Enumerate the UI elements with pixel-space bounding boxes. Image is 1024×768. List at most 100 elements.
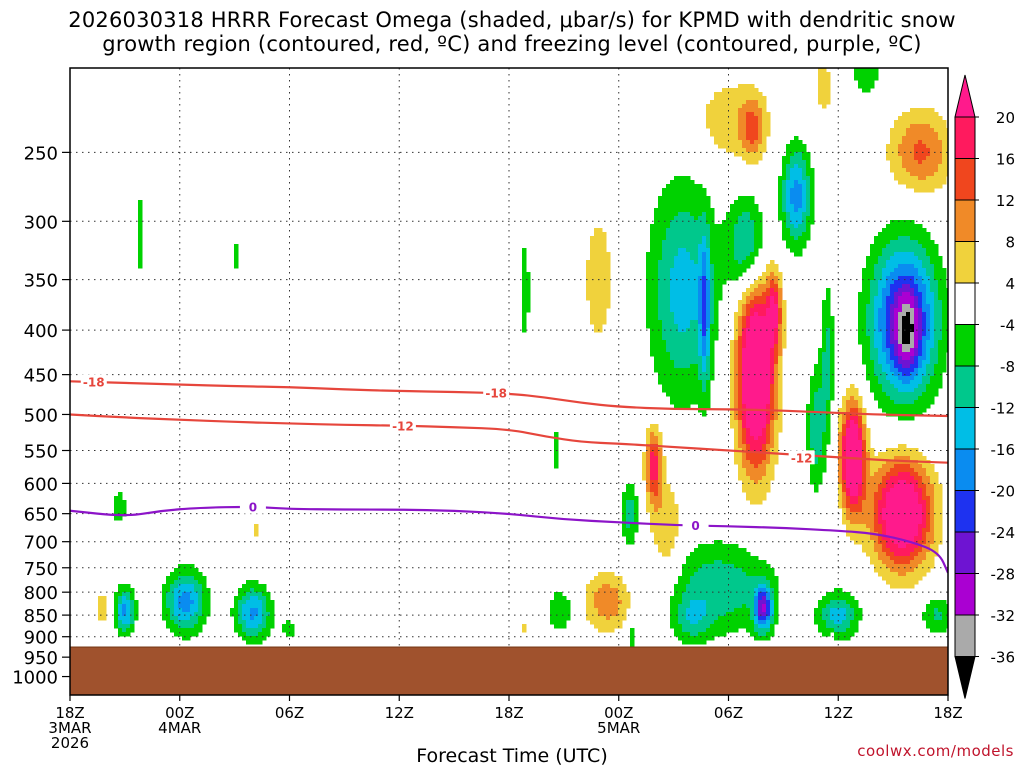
omega-cell	[594, 272, 599, 277]
omega-cell	[566, 616, 571, 621]
omega-cell	[878, 236, 883, 241]
omega-cell	[238, 608, 243, 613]
omega-cell	[674, 212, 679, 217]
omega-cell	[686, 604, 691, 609]
omega-cell	[750, 348, 755, 353]
omega-cell	[774, 336, 779, 341]
omega-cell	[682, 276, 687, 281]
omega-cell	[746, 416, 751, 421]
omega-cell	[786, 172, 791, 177]
omega-cell	[286, 620, 291, 625]
omega-cell	[858, 340, 863, 345]
omega-cell	[854, 436, 859, 441]
omega-cell	[782, 168, 787, 173]
omega-cell	[658, 504, 663, 509]
omega-cell	[194, 596, 199, 601]
omega-cell	[794, 192, 799, 197]
omega-cell	[802, 188, 807, 193]
omega-cell	[602, 312, 607, 317]
omega-cell	[686, 208, 691, 213]
omega-cell	[862, 532, 867, 537]
omega-cell	[734, 144, 739, 149]
omega-cell	[870, 508, 875, 513]
omega-cell	[730, 544, 735, 549]
omega-cell	[690, 252, 695, 257]
omega-cell	[730, 116, 735, 121]
omega-cell	[702, 204, 707, 209]
omega-cell	[610, 616, 615, 621]
omega-cell	[694, 292, 699, 297]
omega-cell	[754, 384, 759, 389]
omega-cell	[874, 464, 879, 469]
omega-cell	[674, 516, 679, 521]
omega-cell	[742, 316, 747, 321]
omega-cell	[850, 480, 855, 485]
omega-cell	[786, 152, 791, 157]
omega-cell	[834, 636, 839, 641]
omega-cell	[762, 372, 767, 377]
omega-cell	[774, 304, 779, 309]
omega-cell	[850, 468, 855, 473]
omega-cell	[858, 320, 863, 325]
omega-cell	[702, 400, 707, 405]
omega-cell	[606, 252, 611, 257]
omega-cell	[750, 460, 755, 465]
omega-cell	[258, 624, 263, 629]
omega-cell	[182, 616, 187, 621]
omega-cell	[778, 184, 783, 189]
omega-cell	[690, 560, 695, 565]
omega-cell	[874, 312, 879, 317]
omega-cell	[894, 368, 899, 373]
omega-cell	[186, 564, 191, 569]
omega-cell	[658, 380, 663, 385]
omega-cell	[522, 260, 527, 265]
omega-cell	[682, 196, 687, 201]
omega-cell	[170, 628, 175, 633]
omega-cell	[866, 428, 871, 433]
omega-cell	[690, 352, 695, 357]
omega-cell	[746, 96, 751, 101]
omega-cell	[802, 192, 807, 197]
omega-cell	[598, 584, 603, 589]
omega-cell	[778, 396, 783, 401]
omega-cell	[758, 276, 763, 281]
omega-cell	[854, 520, 859, 525]
omega-cell	[250, 600, 255, 605]
omega-cell	[670, 224, 675, 229]
omega-cell	[666, 188, 671, 193]
omega-cell	[850, 476, 855, 481]
omega-cell	[618, 588, 623, 593]
omega-cell	[870, 456, 875, 461]
omega-cell	[242, 616, 247, 621]
omega-cell	[734, 100, 739, 105]
omega-cell	[822, 304, 827, 309]
omega-cell	[734, 340, 739, 345]
omega-cell	[686, 360, 691, 365]
omega-cell	[254, 608, 259, 613]
omega-cell	[714, 288, 719, 293]
omega-cell	[894, 512, 899, 517]
omega-cell	[738, 244, 743, 249]
omega-cell	[882, 284, 887, 289]
omega-cell	[702, 216, 707, 221]
omega-cell	[766, 324, 771, 329]
omega-cell	[182, 564, 187, 569]
omega-cell	[894, 324, 899, 329]
omega-cell	[698, 204, 703, 209]
omega-cell	[598, 596, 603, 601]
omega-cell	[754, 252, 759, 257]
omega-cell	[670, 264, 675, 269]
omega-cell	[674, 380, 679, 385]
omega-cell	[742, 104, 747, 109]
omega-cell	[826, 380, 831, 385]
omega-cell	[718, 112, 723, 117]
omega-cell	[886, 456, 891, 461]
omega-cell	[754, 128, 759, 133]
omega-cell	[710, 216, 715, 221]
omega-cell	[190, 584, 195, 589]
omega-cell	[734, 132, 739, 137]
omega-cell	[822, 332, 827, 337]
omega-cell	[254, 640, 259, 645]
omega-cell	[710, 280, 715, 285]
omega-cell	[174, 584, 179, 589]
